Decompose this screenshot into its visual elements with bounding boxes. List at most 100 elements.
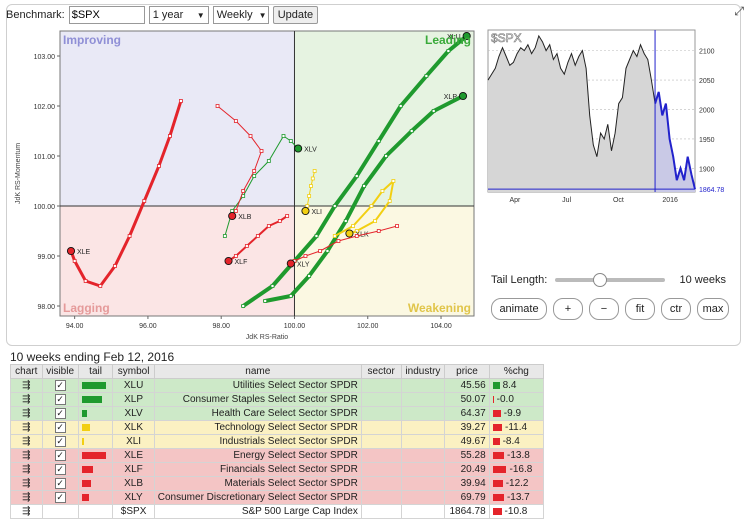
visible-checkbox[interactable]: ✓ xyxy=(54,492,66,503)
visible-checkbox[interactable]: ✓ xyxy=(54,380,66,391)
col-industry[interactable]: industry xyxy=(400,364,446,379)
period-select[interactable]: 1 year ▼ xyxy=(148,6,209,24)
tail-head[interactable] xyxy=(458,91,468,101)
update-button[interactable]: Update xyxy=(272,6,319,24)
mini-chart-line xyxy=(487,34,656,157)
pct-change-cell: -10.8 xyxy=(488,504,545,519)
symbol-cell[interactable]: XLV xyxy=(112,406,155,421)
chart-icon[interactable]: ⇶ xyxy=(10,490,43,505)
visible-checkbox[interactable]: ✓ xyxy=(54,422,66,433)
symbol-cell[interactable]: XLB xyxy=(112,476,155,491)
col-pct-change[interactable]: %chg xyxy=(488,364,545,379)
tail-bar xyxy=(81,493,89,501)
chart-icon[interactable]: ⇶ xyxy=(10,448,43,463)
col-name[interactable]: name xyxy=(153,364,362,379)
chart-icon[interactable]: ⇶ xyxy=(10,420,43,435)
tail-bar xyxy=(81,479,92,487)
table-row[interactable]: ⇶ ✓ XLF Financials Select Sector SPDR 20.49 -… xyxy=(10,462,545,477)
chart-icon[interactable]: ⇶ xyxy=(10,434,43,449)
table-row[interactable]: ⇶ ✓ XLU Utilities Select Sector SPDR 45.56 8.… xyxy=(10,378,545,393)
frequency-value: Weekly xyxy=(216,9,253,21)
table-row[interactable]: ⇶ ✓ XLV Health Care Select Sector SPDR 64.37… xyxy=(10,406,545,421)
tail-point xyxy=(83,279,88,283)
symbol-cell[interactable]: XLY xyxy=(112,490,155,505)
visible-checkbox[interactable]: ✓ xyxy=(54,408,66,419)
tail-head[interactable] xyxy=(228,211,237,221)
expand-icon[interactable]: ⤢ xyxy=(734,4,744,18)
pct-change-value: -16.8 xyxy=(509,464,533,475)
mini-y-tick-label: 2050 xyxy=(699,78,715,85)
price-cell: 64.37 xyxy=(444,406,490,421)
benchmark-input[interactable] xyxy=(68,6,145,24)
chart-icon[interactable]: ⇶ xyxy=(10,504,43,519)
tail-head[interactable] xyxy=(66,246,76,256)
table-row[interactable]: ⇶ ✓ XLI Industrials Select Sector SPDR 49.67… xyxy=(10,434,545,449)
table-row[interactable]: ⇶ ✓ XLE Energy Select Sector SPDR 55.28 -13.8 xyxy=(10,448,545,463)
mini-y-tick-label: 1950 xyxy=(699,137,715,144)
pct-change-bar xyxy=(492,424,503,431)
mini-chart-highlight-area xyxy=(655,91,695,192)
symbol-cell[interactable]: XLE xyxy=(112,448,155,463)
frequency-select[interactable]: Weekly ▼ xyxy=(212,6,269,24)
visible-checkbox[interactable]: ✓ xyxy=(54,436,66,447)
visible-checkbox[interactable]: ✓ xyxy=(54,394,66,405)
tail-head[interactable] xyxy=(345,229,354,238)
visible-checkbox[interactable]: ✓ xyxy=(54,450,66,461)
tail-xlp[interactable]: XLP xyxy=(263,91,468,303)
y-tick-label: 102.00 xyxy=(34,104,56,111)
tail-xlv[interactable]: XLV xyxy=(222,134,317,238)
tail-length-slider[interactable] xyxy=(555,273,666,287)
center-button[interactable]: ctr xyxy=(661,298,691,320)
slider-handle[interactable] xyxy=(593,273,608,287)
tail-point xyxy=(285,214,290,218)
col-visible[interactable]: visible xyxy=(41,364,79,379)
zoom-out-button[interactable]: − xyxy=(589,298,619,320)
tail-xlb[interactable]: XLB xyxy=(215,104,264,222)
fit-button[interactable]: fit xyxy=(625,298,655,320)
y-tick-label: 99.00 xyxy=(37,254,55,261)
col-tail[interactable]: tail xyxy=(77,364,114,379)
symbol-cell[interactable]: $SPX xyxy=(112,504,155,519)
table-row[interactable]: ⇶ ✓ XLB Materials Select Sector SPDR 39.94 -1… xyxy=(10,476,545,491)
tail-point xyxy=(303,254,308,258)
tail-line xyxy=(263,94,465,303)
tail-xlf[interactable]: XLF xyxy=(224,214,290,267)
col-price[interactable]: price xyxy=(444,364,490,379)
col-chart[interactable]: chart xyxy=(10,364,43,379)
tail-head[interactable] xyxy=(301,206,310,216)
tail-point xyxy=(288,294,293,298)
tail-xli[interactable]: XLI xyxy=(301,169,322,217)
table-row[interactable]: ⇶ ✓ XLK Technology Select Sector SPDR 39.27 -… xyxy=(10,420,545,435)
chart-icon[interactable]: ⇶ xyxy=(10,406,43,421)
benchmark-row[interactable]: ⇶ $SPX S&P 500 Large Cap Index 1864.78 -10.8 xyxy=(10,504,545,519)
symbol-cell[interactable]: XLF xyxy=(112,462,155,477)
zoom-in-button[interactable]: + xyxy=(553,298,583,320)
chart-icon[interactable]: ⇶ xyxy=(10,462,43,477)
symbol-cell[interactable]: XLP xyxy=(112,392,155,407)
tail-xle[interactable]: XLE xyxy=(66,99,183,288)
chart-icon[interactable]: ⇶ xyxy=(10,476,43,491)
tail-head[interactable] xyxy=(294,144,303,153)
symbol-cell[interactable]: XLI xyxy=(112,434,155,449)
col-sector[interactable]: sector xyxy=(360,364,402,379)
max-button[interactable]: max xyxy=(697,298,729,320)
table-row[interactable]: ⇶ ✓ XLP Consumer Staples Select Sector SPDR… xyxy=(10,392,545,407)
tail-head[interactable] xyxy=(224,256,233,266)
tail-head[interactable] xyxy=(462,31,471,41)
chart-icon[interactable]: ⇶ xyxy=(10,392,43,407)
symbol-cell[interactable]: XLK xyxy=(112,420,155,435)
tail-head[interactable] xyxy=(286,259,295,268)
visible-checkbox[interactable]: ✓ xyxy=(54,464,66,475)
tail-xly[interactable]: XLY xyxy=(286,224,399,269)
table-row[interactable]: ⇶ ✓ XLY Consumer Discretionary Select Secto… xyxy=(10,490,545,505)
animate-button[interactable]: animate xyxy=(491,298,547,320)
tail-xlu[interactable]: XLU xyxy=(241,31,471,308)
chart-icon[interactable]: ⇶ xyxy=(10,378,43,393)
tail-point xyxy=(241,304,246,308)
tail-point xyxy=(142,199,147,203)
symbol-cell[interactable]: XLU xyxy=(112,378,155,393)
col-symbol[interactable]: symbol xyxy=(112,364,155,379)
visible-checkbox[interactable]: ✓ xyxy=(54,478,66,489)
tail-label: XLB xyxy=(238,214,252,221)
tail-point xyxy=(168,134,172,138)
